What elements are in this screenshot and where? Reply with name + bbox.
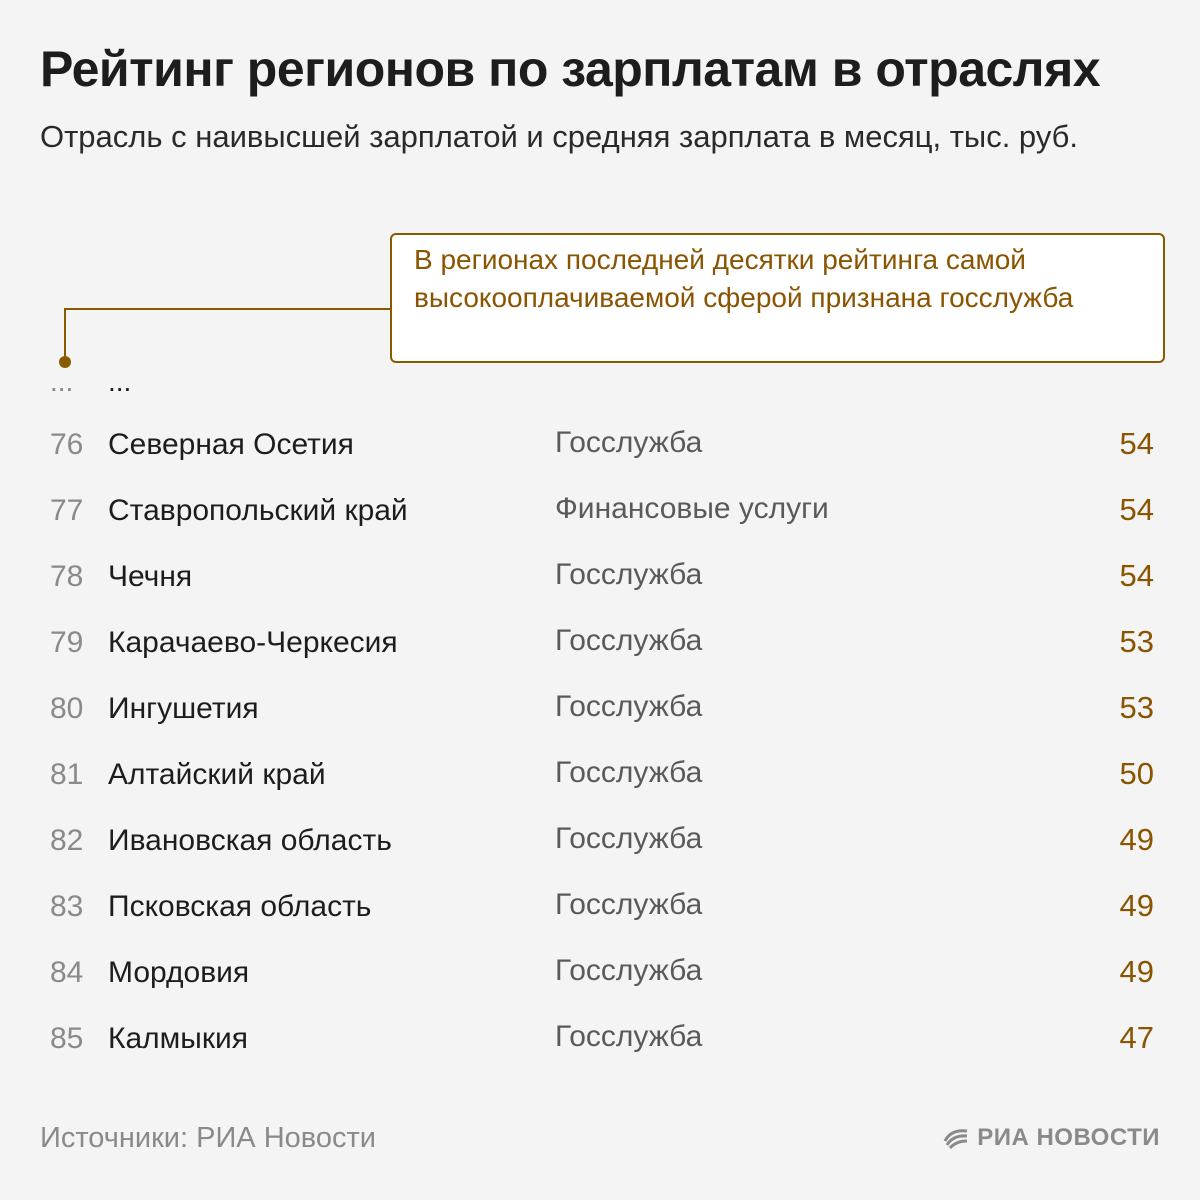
callout-annotation: В регионах последней десятки рейтинга са… bbox=[390, 233, 1165, 363]
region-cell: Калмыкия bbox=[108, 1022, 248, 1055]
industry-cell: Госслужба bbox=[555, 756, 703, 789]
industry-cell: Госслужба bbox=[555, 624, 703, 657]
salary-value: 50 bbox=[1119, 756, 1154, 791]
table-row: 77 Ставропольский край Финансовые услуги 54 bbox=[0, 480, 1200, 546]
page-subtitle: Отрасль с наивысшей зарплатой и средняя … bbox=[40, 119, 1079, 154]
salary-value: 53 bbox=[1119, 690, 1154, 725]
callout-connector-horizontal bbox=[64, 308, 390, 310]
industry-cell: Госслужба bbox=[555, 954, 703, 987]
table-row: 84 Мордовия Госслужба 49 bbox=[0, 942, 1200, 1008]
table-row: 85 Калмыкия Госслужба 47 bbox=[0, 1008, 1200, 1074]
rank-cell: 80 bbox=[50, 692, 84, 725]
rank-cell: 84 bbox=[50, 956, 84, 989]
table-row: 82 Ивановская область Госслужба 49 bbox=[0, 810, 1200, 876]
salary-value: 54 bbox=[1119, 558, 1154, 593]
salary-value: 54 bbox=[1119, 426, 1154, 461]
table-row: 78 Чечня Госслужба 54 bbox=[0, 546, 1200, 612]
region-cell: Чечня bbox=[108, 560, 193, 593]
ria-logo-icon bbox=[943, 1127, 969, 1149]
callout-connector-vertical bbox=[64, 308, 66, 362]
industry-cell: Госслужба bbox=[555, 690, 703, 723]
ellipsis-rank: ... bbox=[50, 366, 74, 397]
industry-cell: Госслужба bbox=[555, 888, 703, 921]
table-row: 80 Ингушетия Госслужба 53 bbox=[0, 678, 1200, 744]
ranking-table: 76 Северная Осетия Госслужба 54 77 Ставрополь… bbox=[0, 414, 1200, 1074]
salary-value: 49 bbox=[1119, 888, 1154, 923]
ria-logo-text: РИА НОВОСТИ bbox=[977, 1124, 1160, 1151]
table-row: 79 Карачаево-Черкесия Госслужба 53 bbox=[0, 612, 1200, 678]
region-cell: Ивановская область bbox=[108, 824, 392, 857]
salary-value: 47 bbox=[1119, 1020, 1154, 1055]
region-cell: Северная Осетия bbox=[108, 428, 354, 461]
industry-cell: Госслужба bbox=[555, 558, 703, 591]
salary-value: 49 bbox=[1119, 822, 1154, 857]
rank-cell: 77 bbox=[50, 494, 84, 527]
region-cell: Ингушетия bbox=[108, 692, 259, 725]
rank-cell: 85 bbox=[50, 1022, 84, 1055]
salary-value: 49 bbox=[1119, 954, 1154, 989]
callout-connector-dot bbox=[59, 356, 71, 368]
region-cell: Ставропольский край bbox=[108, 494, 408, 527]
source-note: Источники: РИА Новости bbox=[40, 1122, 376, 1154]
rank-cell: 79 bbox=[50, 626, 84, 659]
industry-cell: Госслужба bbox=[555, 1020, 703, 1053]
ellipsis-region: ... bbox=[108, 366, 132, 397]
page-title: Рейтинг регионов по зарплатам в отраслях bbox=[40, 41, 1101, 97]
rank-cell: 82 bbox=[50, 824, 84, 857]
industry-cell: Финансовые услуги bbox=[555, 492, 829, 525]
region-cell: Мордовия bbox=[108, 956, 250, 989]
industry-cell: Госслужба bbox=[555, 822, 703, 855]
rank-cell: 83 bbox=[50, 890, 84, 923]
region-cell: Псковская область bbox=[108, 890, 372, 923]
rank-cell: 78 bbox=[50, 560, 84, 593]
salary-value: 53 bbox=[1119, 624, 1154, 659]
region-cell: Алтайский край bbox=[108, 758, 326, 791]
rank-cell: 76 bbox=[50, 428, 84, 461]
salary-value: 54 bbox=[1119, 492, 1154, 527]
table-row: 76 Северная Осетия Госслужба 54 bbox=[0, 414, 1200, 480]
region-cell: Карачаево-Черкесия bbox=[108, 626, 398, 659]
industry-cell: Госслужба bbox=[555, 426, 703, 459]
rank-cell: 81 bbox=[50, 758, 84, 791]
table-row: 81 Алтайский край Госслужба 50 bbox=[0, 744, 1200, 810]
table-row: 83 Псковская область Госслужба 49 bbox=[0, 876, 1200, 942]
ria-logo: РИА НОВОСТИ bbox=[943, 1124, 1160, 1152]
